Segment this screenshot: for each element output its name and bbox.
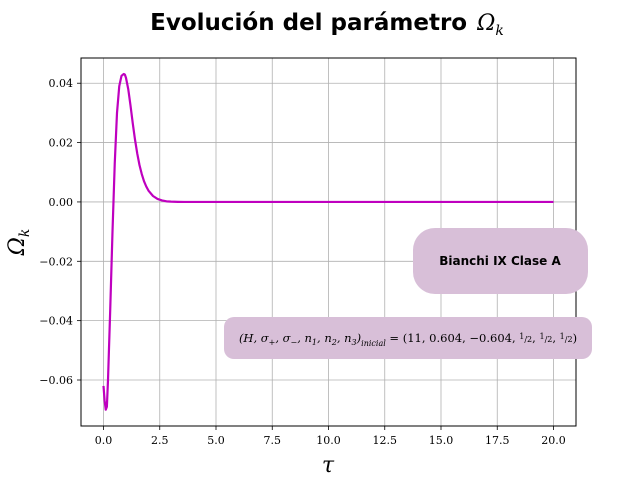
annotation-initial-text: (H, σ+, σ−, n1, n2, n3)inicial = (11, 0.… (239, 331, 577, 348)
x-tick-label: 17.5 (485, 434, 510, 447)
annotation-initial: (H, σ+, σ−, n1, n2, n3)inicial = (11, 0.… (224, 317, 592, 359)
chart-title: Evolución del parámetro Ωk (150, 10, 504, 39)
y-tick-label: 0.04 (49, 77, 74, 90)
y-tick-label: −0.06 (39, 374, 73, 387)
y-axis-label: Ωk (5, 229, 33, 257)
y-tick-label: 0.00 (49, 196, 74, 209)
series-layer (102, 72, 554, 411)
x-tick-label: 0.0 (95, 434, 113, 447)
annotation-bianchi-box (413, 228, 588, 294)
y-tick-label: 0.02 (49, 137, 74, 150)
x-tick-label: 7.5 (264, 434, 282, 447)
y-tick-label: −0.02 (39, 255, 73, 268)
annotation-bianchi-text: Bianchi IX Clase A (439, 254, 561, 268)
x-tick-label: 2.5 (151, 434, 169, 447)
x-tick-label: 15.0 (429, 434, 454, 447)
x-tick-label: 10.0 (316, 434, 341, 447)
x-ticks: 0.0 2.5 5.0 7.5 10.0 12.5 15.0 17.5 20.0 (95, 426, 566, 447)
series-line-omega-k (102, 72, 554, 411)
chart-title-math: Ωk (476, 11, 504, 39)
x-tick-label: 20.0 (541, 434, 566, 447)
x-axis-label: τ (322, 453, 335, 478)
annotation-initial-box (224, 317, 592, 359)
annotation-bianchi: Bianchi IX Clase A (413, 228, 588, 294)
x-tick-label: 12.5 (373, 434, 398, 447)
y-ticks: −0.06 −0.04 −0.02 0.00 0.02 0.04 (39, 77, 81, 387)
y-tick-label: −0.04 (39, 315, 73, 328)
x-tick-label: 5.0 (207, 434, 225, 447)
chart-title-text: Evolución del parámetro (150, 10, 467, 36)
